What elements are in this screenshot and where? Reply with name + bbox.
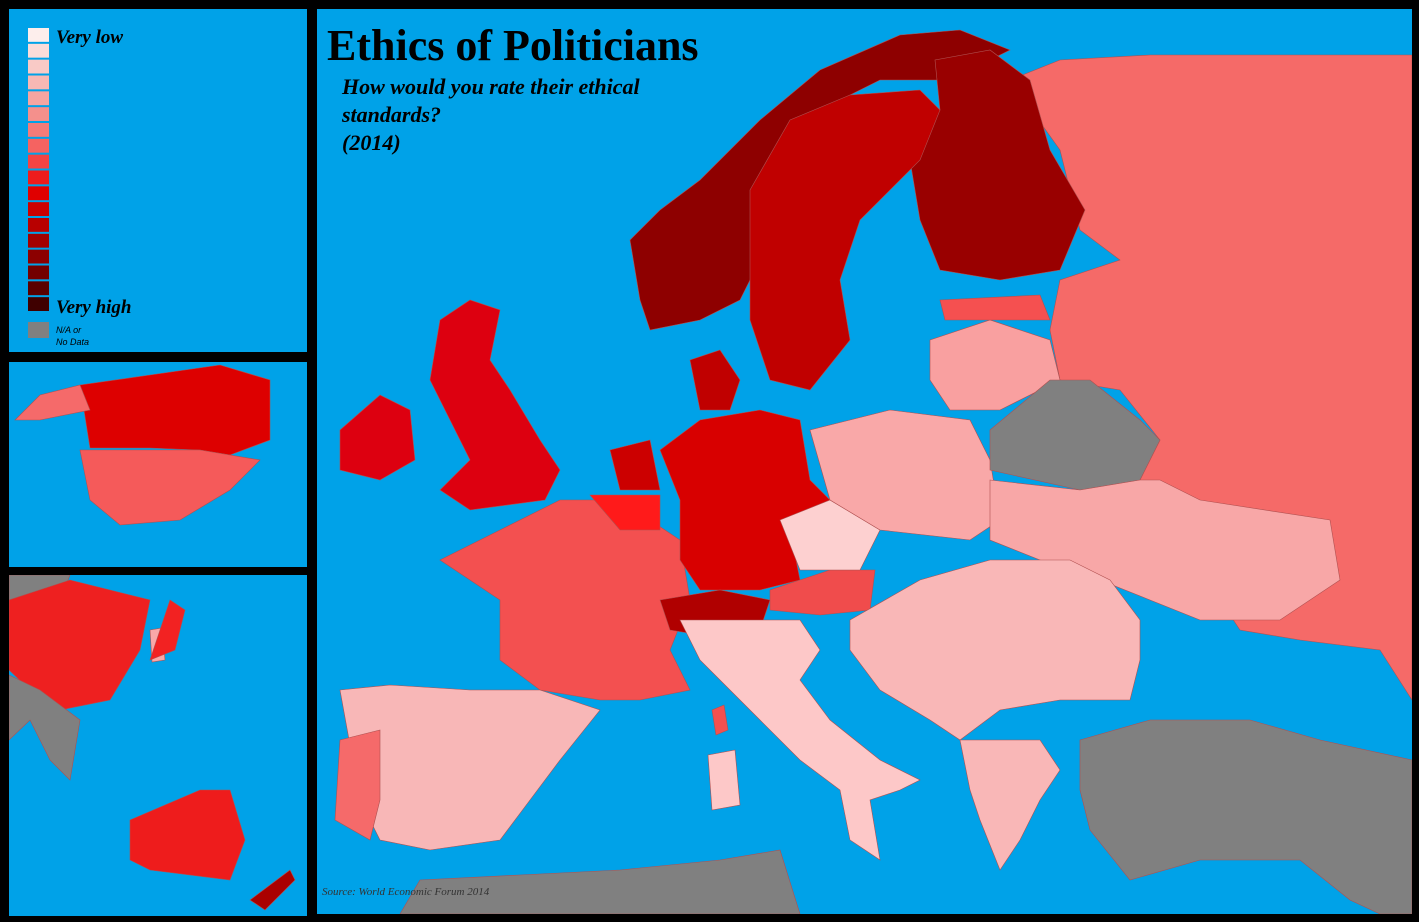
north-america-map [14, 364, 271, 526]
legend-panel [9, 9, 307, 352]
asia-pacific-map [9, 575, 296, 911]
baltics [929, 319, 1061, 411]
legend-swatch [28, 28, 49, 42]
japan [149, 599, 186, 661]
norway [629, 29, 1011, 331]
turkey [1079, 719, 1412, 914]
legend-na-swatch [28, 322, 49, 338]
corsica [711, 704, 729, 736]
legend-na-label: N/A or [56, 325, 82, 335]
legend-low-label: Very low [56, 27, 123, 48]
legend-na-label: No Data [56, 337, 89, 347]
legend-swatch [28, 233, 49, 248]
czech-republic [779, 499, 881, 571]
title: Ethics of Politicians [327, 21, 699, 70]
legend-swatch [28, 138, 49, 153]
legend-swatch [28, 249, 49, 264]
belgium [589, 494, 661, 531]
subtitle: How would you rate their ethical [341, 74, 641, 99]
denmark [689, 349, 741, 411]
ireland [339, 394, 416, 481]
united-states [79, 449, 261, 526]
netherlands [609, 439, 661, 491]
subtitle: (2014) [342, 130, 401, 155]
legend-swatch [28, 75, 49, 90]
canada [79, 364, 271, 456]
sardinia [707, 749, 741, 811]
balkans [849, 559, 1141, 741]
legend [28, 28, 49, 338]
north-africa [399, 849, 801, 914]
australia [129, 789, 246, 881]
spain [339, 684, 601, 851]
legend-swatch [28, 265, 49, 280]
europe-map [334, 29, 1412, 914]
legend-swatch [28, 186, 49, 201]
new-zealand [249, 869, 296, 911]
legend-swatch [28, 297, 49, 311]
legend-swatch [28, 218, 49, 232]
subtitle: standards? [341, 102, 441, 127]
legend-swatch [28, 59, 49, 74]
source: Source: World Economic Forum 2014 [322, 886, 490, 898]
legend-swatch [28, 107, 49, 121]
france [439, 499, 691, 701]
legend-swatch [28, 91, 49, 106]
legend-swatch [28, 123, 49, 137]
legend-swatch [28, 43, 49, 58]
portugal [334, 729, 381, 841]
legend-swatch [28, 281, 49, 296]
belarus [989, 379, 1161, 491]
estonia [939, 294, 1051, 321]
southeast-asia [9, 674, 81, 781]
italy [679, 619, 921, 861]
legend-swatch [28, 202, 49, 216]
alaska [14, 384, 91, 421]
legend-high-label: Very high [56, 297, 132, 318]
legend-swatch [28, 170, 49, 185]
sweden [749, 89, 941, 391]
united-kingdom [429, 299, 561, 511]
greece [959, 739, 1061, 871]
legend-swatch [28, 154, 49, 169]
